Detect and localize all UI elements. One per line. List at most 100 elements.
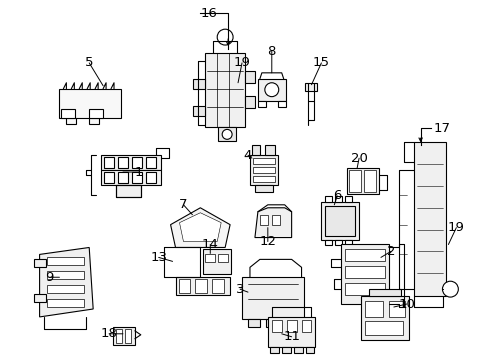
- Bar: [212, 279, 224, 293]
- Bar: [345, 266, 384, 278]
- Bar: [46, 271, 84, 279]
- Bar: [321, 202, 358, 239]
- Bar: [305, 347, 314, 353]
- Text: 10: 10: [398, 297, 414, 311]
- Bar: [346, 168, 378, 194]
- Circle shape: [217, 29, 233, 45]
- Text: 8: 8: [267, 45, 275, 58]
- Bar: [116, 185, 141, 197]
- Bar: [89, 118, 99, 125]
- Circle shape: [442, 281, 457, 297]
- Circle shape: [264, 83, 278, 96]
- Bar: [61, 109, 75, 118]
- Bar: [264, 145, 274, 155]
- Bar: [271, 320, 281, 332]
- Text: 11: 11: [283, 330, 300, 343]
- Bar: [46, 299, 84, 307]
- Text: 12: 12: [259, 235, 276, 248]
- Text: 16: 16: [200, 7, 217, 20]
- Bar: [145, 172, 155, 183]
- Bar: [101, 170, 161, 185]
- Bar: [267, 317, 315, 347]
- Bar: [293, 347, 302, 353]
- Bar: [364, 170, 375, 192]
- Bar: [283, 319, 295, 327]
- Bar: [145, 157, 155, 168]
- Bar: [203, 249, 231, 274]
- Text: 19: 19: [233, 57, 250, 69]
- Bar: [89, 109, 103, 118]
- Bar: [205, 53, 244, 127]
- Bar: [281, 347, 290, 353]
- Text: 5: 5: [85, 57, 93, 69]
- Bar: [257, 79, 285, 100]
- Polygon shape: [179, 213, 221, 242]
- Bar: [345, 283, 384, 295]
- Bar: [132, 157, 142, 168]
- Bar: [244, 96, 254, 108]
- Bar: [365, 321, 402, 335]
- Text: 1: 1: [134, 166, 143, 179]
- Polygon shape: [254, 208, 291, 238]
- Bar: [252, 167, 274, 173]
- Text: 2: 2: [386, 245, 394, 258]
- Bar: [118, 172, 128, 183]
- Text: 14: 14: [202, 238, 218, 251]
- Bar: [365, 301, 382, 317]
- Bar: [218, 127, 236, 141]
- Bar: [66, 118, 76, 125]
- Bar: [60, 89, 121, 118]
- Bar: [265, 319, 277, 327]
- Bar: [205, 255, 215, 262]
- Bar: [218, 255, 228, 262]
- Bar: [345, 239, 351, 246]
- Bar: [286, 320, 296, 332]
- Bar: [193, 79, 205, 89]
- Bar: [34, 260, 45, 267]
- Bar: [175, 277, 230, 295]
- Bar: [46, 285, 84, 293]
- Bar: [118, 157, 128, 168]
- Bar: [301, 320, 311, 332]
- Text: 6: 6: [332, 189, 341, 202]
- Bar: [269, 347, 278, 353]
- Bar: [101, 155, 161, 170]
- Bar: [335, 196, 342, 202]
- Text: 9: 9: [45, 271, 54, 284]
- Text: 20: 20: [350, 152, 367, 165]
- Bar: [104, 172, 114, 183]
- Bar: [388, 301, 404, 317]
- Bar: [252, 158, 274, 164]
- Bar: [259, 215, 267, 225]
- Bar: [104, 157, 114, 168]
- Bar: [304, 83, 317, 91]
- Bar: [132, 172, 142, 183]
- Bar: [368, 289, 400, 296]
- Text: 7: 7: [179, 198, 187, 211]
- Bar: [193, 105, 205, 116]
- Text: 4: 4: [244, 149, 252, 162]
- Bar: [348, 170, 360, 192]
- Bar: [345, 196, 351, 202]
- Bar: [249, 155, 277, 185]
- Bar: [413, 142, 446, 296]
- Bar: [335, 239, 342, 246]
- Bar: [254, 185, 272, 192]
- Text: 3: 3: [235, 283, 244, 296]
- Text: 18: 18: [101, 327, 117, 340]
- Bar: [116, 329, 122, 343]
- Polygon shape: [40, 247, 93, 317]
- Bar: [242, 277, 303, 319]
- Bar: [325, 206, 354, 235]
- Polygon shape: [170, 208, 230, 247]
- Bar: [244, 71, 254, 83]
- Bar: [325, 196, 332, 202]
- Bar: [277, 100, 285, 107]
- Text: 17: 17: [433, 122, 449, 135]
- Bar: [46, 257, 84, 265]
- Text: 19: 19: [447, 221, 464, 234]
- Bar: [341, 244, 388, 304]
- Bar: [195, 279, 207, 293]
- Bar: [257, 100, 265, 107]
- Bar: [251, 145, 259, 155]
